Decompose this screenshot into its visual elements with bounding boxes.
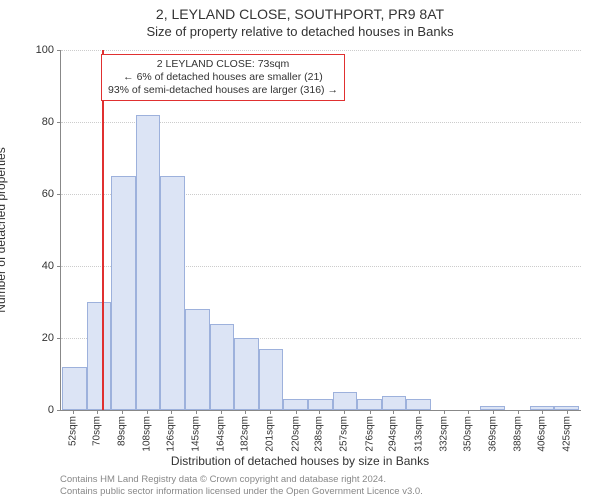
chart-subtitle: Size of property relative to detached ho… — [0, 24, 600, 39]
x-tick-mark — [221, 410, 222, 414]
attribution-text: Contains HM Land Registry data © Crown c… — [60, 474, 423, 499]
y-tick-mark — [57, 338, 61, 339]
x-tick-mark — [147, 410, 148, 414]
x-tick-mark — [518, 410, 519, 414]
x-tick-label: 238sqm — [314, 416, 325, 452]
x-axis-label: Distribution of detached houses by size … — [0, 454, 600, 468]
x-tick-mark — [270, 410, 271, 414]
y-tick-label: 80 — [0, 116, 54, 128]
histogram-bar — [382, 396, 407, 410]
y-tick-mark — [57, 410, 61, 411]
histogram-bar — [210, 324, 235, 410]
histogram-bar — [87, 302, 112, 410]
x-tick-label: 89sqm — [117, 416, 128, 446]
y-tick-label: 60 — [0, 188, 54, 200]
x-tick-label: 406sqm — [536, 416, 547, 452]
histogram-bar — [160, 176, 185, 410]
x-tick-label: 126sqm — [166, 416, 177, 452]
x-tick-mark — [393, 410, 394, 414]
annotation-line3: 93% of semi-detached houses are larger (… — [108, 84, 338, 97]
histogram-bar — [259, 349, 284, 410]
x-tick-mark — [296, 410, 297, 414]
x-tick-label: 52sqm — [68, 416, 79, 446]
chart-container: 2, LEYLAND CLOSE, SOUTHPORT, PR9 8AT Siz… — [0, 0, 600, 500]
histogram-bar — [185, 309, 210, 410]
x-tick-mark — [542, 410, 543, 414]
x-tick-label: 70sqm — [92, 416, 103, 446]
x-tick-label: 164sqm — [216, 416, 227, 452]
x-tick-mark — [122, 410, 123, 414]
x-tick-label: 350sqm — [462, 416, 473, 452]
plot-area: 2 LEYLAND CLOSE: 73sqm ← 6% of detached … — [60, 50, 581, 411]
x-tick-mark — [73, 410, 74, 414]
histogram-bar — [283, 399, 308, 410]
y-tick-label: 0 — [0, 404, 54, 416]
x-tick-mark — [370, 410, 371, 414]
x-tick-mark — [171, 410, 172, 414]
attribution-line1: Contains HM Land Registry data © Crown c… — [60, 474, 423, 486]
x-tick-label: 313sqm — [413, 416, 424, 452]
x-tick-label: 220sqm — [290, 416, 301, 452]
y-tick-mark — [57, 50, 61, 51]
x-tick-mark — [344, 410, 345, 414]
chart-title: 2, LEYLAND CLOSE, SOUTHPORT, PR9 8AT — [0, 6, 600, 22]
x-tick-mark — [444, 410, 445, 414]
y-tick-label: 20 — [0, 332, 54, 344]
y-tick-mark — [57, 194, 61, 195]
x-tick-label: 257sqm — [339, 416, 350, 452]
x-tick-label: 332sqm — [438, 416, 449, 452]
histogram-bar — [333, 392, 358, 410]
x-tick-label: 182sqm — [240, 416, 251, 452]
annotation-box: 2 LEYLAND CLOSE: 73sqm ← 6% of detached … — [101, 54, 345, 101]
x-tick-mark — [493, 410, 494, 414]
x-tick-label: 425sqm — [561, 416, 572, 452]
histogram-bar — [357, 399, 382, 410]
x-tick-label: 369sqm — [487, 416, 498, 452]
annotation-line1: 2 LEYLAND CLOSE: 73sqm — [108, 58, 338, 71]
x-tick-mark — [468, 410, 469, 414]
x-tick-mark — [419, 410, 420, 414]
x-tick-label: 294sqm — [388, 416, 399, 452]
histogram-bar — [62, 367, 87, 410]
x-tick-label: 388sqm — [512, 416, 523, 452]
x-tick-label: 201sqm — [265, 416, 276, 452]
y-tick-mark — [57, 266, 61, 267]
y-axis-label: Number of detached properties — [0, 147, 8, 312]
x-tick-label: 108sqm — [142, 416, 153, 452]
x-tick-mark — [196, 410, 197, 414]
x-tick-label: 276sqm — [364, 416, 375, 452]
histogram-bar — [111, 176, 136, 410]
histogram-bar — [308, 399, 333, 410]
x-tick-mark — [567, 410, 568, 414]
x-tick-mark — [97, 410, 98, 414]
x-tick-label: 145sqm — [191, 416, 202, 452]
histogram-bar — [406, 399, 431, 410]
histogram-bar — [136, 115, 161, 410]
attribution-line2: Contains public sector information licen… — [60, 486, 423, 498]
x-tick-mark — [245, 410, 246, 414]
histogram-bar — [234, 338, 259, 410]
annotation-line2: ← 6% of detached houses are smaller (21) — [108, 71, 338, 84]
y-tick-label: 100 — [0, 44, 54, 56]
y-tick-label: 40 — [0, 260, 54, 272]
x-tick-mark — [319, 410, 320, 414]
property-marker-line — [102, 50, 104, 410]
gridline — [61, 50, 581, 51]
y-tick-mark — [57, 122, 61, 123]
